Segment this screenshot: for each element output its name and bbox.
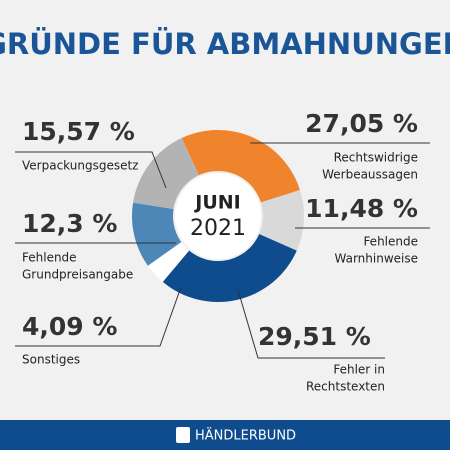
value-label: 11,48 % [305,194,418,223]
category-label: Werbeaussagen [322,168,418,182]
category-label: Rechtswidrige [334,151,418,165]
chart-title: GRÜNDE FÜR ABMAHNUNGEN [0,27,450,61]
center-label: 2021 [190,216,246,241]
leader-line [237,289,385,359]
donut-hole [173,171,263,261]
category-label: Grundpreisangabe [22,268,133,282]
category-label: Fehlende [22,251,77,265]
value-label: 27,05 % [305,109,418,138]
category-label: Sonstiges [22,353,80,367]
leader-line [15,286,182,347]
value-label: 29,51 % [258,322,371,351]
footer-logo [176,427,190,443]
leader-line [15,151,167,189]
value-label: 12,3 % [22,209,117,238]
category-label: Verpackungsgesetz [22,159,138,173]
footer-text: HÄNDLERBUND [195,428,296,444]
category-label: Warnhinweise [335,252,419,266]
value-label: 15,57 % [22,117,135,146]
category-label: Fehlende [363,235,418,249]
category-label: Fehler in [333,363,385,377]
category-label: Rechtstexten [306,380,385,394]
footer-bar [0,420,450,450]
value-label: 4,09 % [22,312,117,341]
center-label: JUNI [193,192,240,214]
